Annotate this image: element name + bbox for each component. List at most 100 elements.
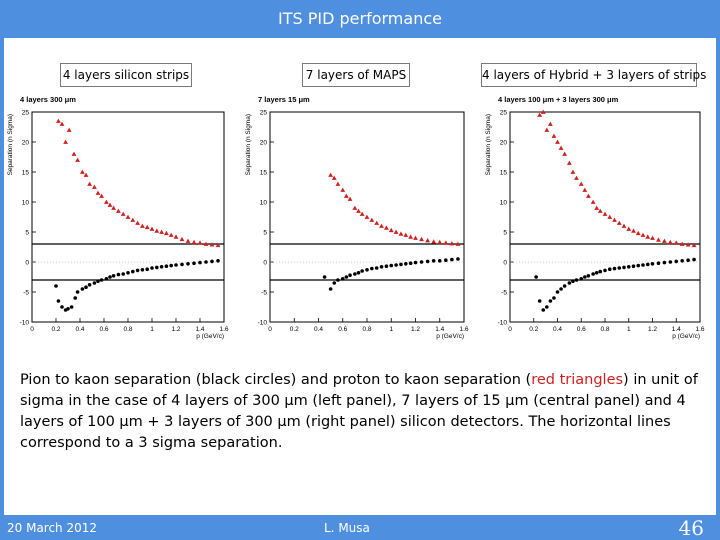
pion-kaon-point (579, 277, 584, 281)
proton-kaon-point (379, 223, 384, 228)
pion-kaon-point (370, 266, 374, 271)
pion-kaon-point (559, 287, 563, 291)
x-tick-label: 1.6 (695, 326, 704, 333)
x-axis-label: p (GeV/c) (436, 333, 464, 340)
proton-kaon-point (393, 229, 399, 234)
y-tick-label: -10 (258, 320, 268, 327)
proton-kaon-point (185, 238, 191, 243)
pion-kaon-point (574, 278, 579, 282)
pion-kaon-point (379, 265, 384, 269)
y-tick-label: 10 (260, 200, 268, 207)
proton-kaon-point (607, 214, 613, 219)
proton-kaon-point (154, 228, 160, 233)
proton-kaon-point (431, 239, 437, 244)
proton-kaon-point (359, 211, 365, 216)
proton-kaon-point (364, 214, 370, 219)
y-tick-label: 15 (500, 170, 508, 177)
x-tick-label: 1.4 (672, 326, 681, 333)
pion-kaon-point (545, 305, 549, 309)
proton-kaon-point (331, 175, 337, 180)
proton-kaon-point (449, 241, 455, 246)
x-tick-label: 1.4 (195, 326, 204, 333)
title-bar (0, 0, 720, 38)
pion-kaon-point (631, 264, 636, 269)
x-tick-label: 0 (508, 326, 512, 333)
chart-panel-2: 7 layers 15 μm -10 -5 0 5 10 15 20 25 0 0.2 0.4 0.6 0… (245, 95, 469, 340)
proton-kaon-point (56, 118, 61, 123)
x-tick-label: 1 (150, 326, 154, 333)
pion-kaon-point (328, 287, 333, 291)
proton-kaon-point (673, 240, 679, 245)
proton-kaon-point (369, 217, 375, 222)
proton-kaon-point (144, 224, 150, 230)
y-tick-label: 25 (500, 110, 508, 117)
pion-kaon-point (591, 272, 595, 276)
frame-right-border (716, 38, 720, 515)
proton-kaon-point (443, 240, 449, 245)
proton-kaon-point (92, 184, 97, 189)
caption-text-1: Pion to kaon separation (black circles) … (20, 372, 532, 388)
proton-kaon-point (116, 208, 121, 213)
pion-kaon-point (169, 263, 173, 268)
proton-kaon-point (408, 234, 414, 239)
proton-kaon-point (352, 205, 358, 210)
pion-kaon-point (650, 262, 655, 266)
y-tick-label: 10 (500, 200, 508, 207)
panel-label-left: 4 layers silicon strips (60, 63, 192, 87)
pion-kaon-point (66, 307, 70, 311)
pion-kaon-point (140, 268, 145, 272)
proton-kaon-point (173, 234, 179, 239)
y-tick-label: 0 (503, 260, 507, 267)
proton-kaon-point (621, 223, 627, 228)
chart-title: 4 layers 300 μm (20, 95, 76, 104)
proton-kaon-point (437, 239, 443, 245)
x-tick-label: 0.8 (600, 326, 609, 333)
pion-kaon-point (353, 272, 357, 276)
x-tick-label: 0.6 (99, 326, 108, 333)
proton-kaon-point (612, 217, 617, 222)
pion-kaon-point (431, 259, 436, 263)
page-number: 46 (678, 516, 704, 540)
proton-kaon-point (95, 190, 101, 195)
pion-kaon-point (87, 283, 92, 287)
pion-kaon-point (96, 279, 100, 284)
panel-label-right: 4 layers of Hybrid + 3 layers of strips (481, 63, 706, 87)
proton-kaon-point (645, 234, 651, 239)
x-tick-label: 0.2 (51, 326, 60, 333)
pion-kaon-point (116, 272, 121, 277)
pion-kaon-point (322, 275, 327, 279)
y-tick-label: 20 (22, 140, 30, 147)
proton-kaon-point (168, 232, 174, 237)
proton-kaon-point (558, 145, 564, 150)
pion-kaon-point (626, 265, 631, 269)
pion-kaon-point (567, 281, 572, 285)
y-tick-label: 25 (260, 110, 268, 117)
y-axis-label: Separation (n Sigma) (485, 114, 492, 175)
pion-kaon-point (111, 274, 116, 278)
proton-kaon-point (551, 133, 557, 138)
proton-kaon-point (537, 112, 543, 117)
pion-kaon-point (456, 257, 460, 261)
proton-kaon-point (585, 193, 591, 198)
y-tick-label: -5 (23, 290, 29, 297)
pion-kaon-point (692, 257, 696, 262)
proton-kaon-point (209, 242, 215, 247)
pion-kaon-point (164, 264, 169, 269)
proton-kaon-point (140, 223, 145, 228)
y-tick-label: 20 (500, 140, 508, 147)
proton-kaon-point (120, 211, 126, 216)
pion-kaon-point (607, 267, 612, 272)
pion-kaon-point (534, 275, 538, 279)
proton-kaon-point (335, 181, 341, 186)
proton-kaon-point (99, 193, 104, 198)
pion-kaon-point (645, 262, 650, 267)
pion-kaon-point (73, 296, 77, 300)
proton-kaon-point (87, 181, 92, 186)
pion-kaon-point (586, 274, 591, 278)
x-axis-label: p (GeV/c) (672, 333, 700, 340)
pion-kaon-point (99, 278, 104, 282)
x-tick-label: 0.2 (529, 326, 538, 333)
pion-kaon-point (210, 259, 214, 264)
pion-kaon-point (450, 257, 454, 262)
